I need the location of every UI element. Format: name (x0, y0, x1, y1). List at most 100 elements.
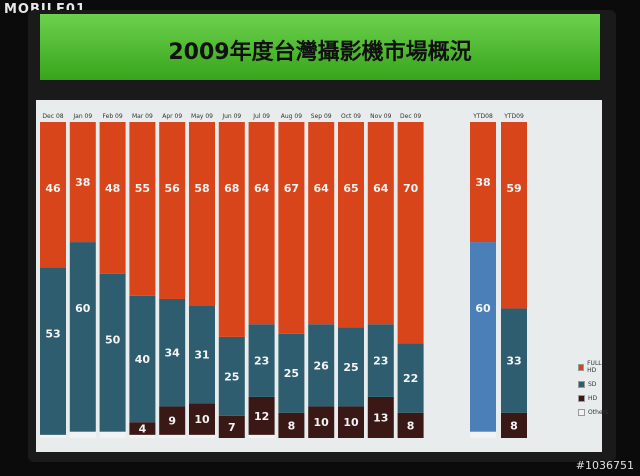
bar-segment-full-hd (470, 122, 496, 243)
bar-segment-hd (248, 396, 275, 435)
bar-segment-sd (278, 333, 305, 413)
watermark-id: #1036751 (575, 459, 634, 472)
data-label: 9 (168, 415, 176, 428)
bar-segment-full-hd (69, 122, 96, 243)
data-label: 13 (373, 411, 388, 424)
bar-segment-full-hd (397, 122, 424, 344)
category-label: Sep 09 (311, 113, 332, 120)
data-label: 59 (506, 182, 521, 195)
legend-label: FULL HD (587, 360, 602, 374)
bar-segment-others (470, 431, 496, 438)
category-label: Jul 09 (252, 113, 270, 120)
data-label: 8 (510, 419, 518, 432)
data-label: 23 (254, 355, 269, 368)
bar-segment-full-hd (159, 122, 186, 299)
category-label: Feb 09 (103, 113, 123, 120)
data-label: 55 (135, 182, 150, 195)
data-label: 64 (254, 182, 270, 195)
legend-item-sd: SD (578, 381, 608, 388)
bar-segment-sd (218, 336, 245, 416)
bar-segment-full-hd (218, 122, 245, 337)
category-label: Dec 09 (400, 113, 421, 120)
data-label: 67 (284, 182, 299, 195)
bar-segment-hd (367, 396, 394, 438)
bar-segment-others (159, 434, 186, 438)
bar-segment-full-hd (501, 122, 527, 309)
bar-segment-sd (99, 273, 126, 432)
data-label: 40 (135, 353, 151, 366)
data-label: 33 (506, 355, 521, 368)
category-label: May 09 (191, 113, 213, 120)
data-label: 65 (343, 182, 358, 195)
data-label: 46 (45, 182, 61, 195)
bar-segment-full-hd (308, 122, 335, 325)
data-label: 10 (194, 413, 210, 426)
slide-title: 2009年度台灣攝影機市場概況 (168, 40, 472, 65)
bar-segment-hd (129, 422, 156, 435)
bar-segment-full-hd (99, 122, 126, 274)
bar-segment-sd (367, 324, 394, 397)
legend-swatch-sd (578, 381, 585, 388)
bar-segment-sd (129, 295, 156, 423)
bar-segment-sd (189, 305, 215, 404)
bar-segment-sd (69, 242, 96, 432)
bar-segment-full-hd (248, 122, 275, 325)
legend-item-others: Others (578, 409, 608, 416)
legend-item-hd: HD (578, 395, 608, 402)
data-label: 10 (314, 416, 330, 429)
data-label: 25 (284, 367, 299, 380)
category-label: Jun 09 (221, 113, 241, 120)
data-label: 7 (228, 421, 236, 434)
bar-segment-others (129, 434, 156, 438)
category-label: Aug 09 (281, 113, 302, 120)
data-label: 70 (403, 182, 419, 195)
category-label: Dec 08 (42, 113, 63, 120)
legend-label: Others (588, 409, 609, 416)
data-label: 8 (288, 419, 296, 432)
data-label: 26 (314, 359, 330, 372)
category-label: Oct 09 (341, 113, 361, 120)
data-label: 56 (165, 182, 181, 195)
bar-segment-sd (248, 324, 275, 397)
bar-segment-sd (470, 242, 496, 432)
bar-segment-full-hd (40, 122, 66, 268)
data-label: 64 (373, 182, 389, 195)
data-label: 68 (224, 182, 239, 195)
category-label: Jan 09 (72, 113, 92, 120)
category-label: Nov 09 (370, 113, 391, 120)
data-label: 25 (224, 370, 239, 383)
title-banner: 2009年度台灣攝影機市場概況 (40, 14, 600, 80)
data-label: 38 (475, 176, 490, 189)
data-label: 23 (373, 355, 388, 368)
chart-panel: Dec 08 53 46 Jan 09 60 38 Feb 09 50 48 Mar 09 4 40 5… (36, 100, 608, 452)
bar-segment-full-hd (129, 122, 156, 296)
bar-segment-others (248, 434, 275, 438)
category-label: YTD09 (503, 113, 524, 120)
legend-swatch-hd (578, 395, 585, 402)
bar-segment-others (69, 431, 96, 438)
bar-segment-sd (338, 327, 364, 407)
data-label: 48 (105, 182, 120, 195)
bar-segment-others (189, 434, 215, 438)
bar-segment-sd (501, 308, 527, 413)
data-label: 10 (343, 416, 359, 429)
bar-segment-full-hd (278, 122, 305, 334)
bar-segment-full-hd (189, 122, 215, 306)
bar-segment-sd (308, 324, 335, 407)
bar-segment-hd (338, 406, 364, 438)
stacked-bar-chart: Dec 08 53 46 Jan 09 60 38 Feb 09 50 48 Mar 09 4 40 5… (40, 113, 527, 438)
legend-label: HD (588, 395, 598, 402)
category-label: Mar 09 (132, 113, 153, 120)
data-label: 34 (165, 347, 181, 360)
data-label: 4 (139, 423, 147, 436)
bar-segment-sd (159, 298, 186, 407)
bar-segment-hd (308, 406, 335, 438)
data-label: 53 (45, 327, 60, 340)
category-label: YTD08 (472, 113, 493, 120)
data-label: 25 (343, 361, 358, 374)
bar-segment-hd (189, 403, 215, 435)
bar-segment-hd (397, 412, 424, 438)
bar-segment-hd (218, 415, 245, 438)
data-label: 22 (403, 372, 418, 385)
bar-segment-others (40, 434, 66, 438)
